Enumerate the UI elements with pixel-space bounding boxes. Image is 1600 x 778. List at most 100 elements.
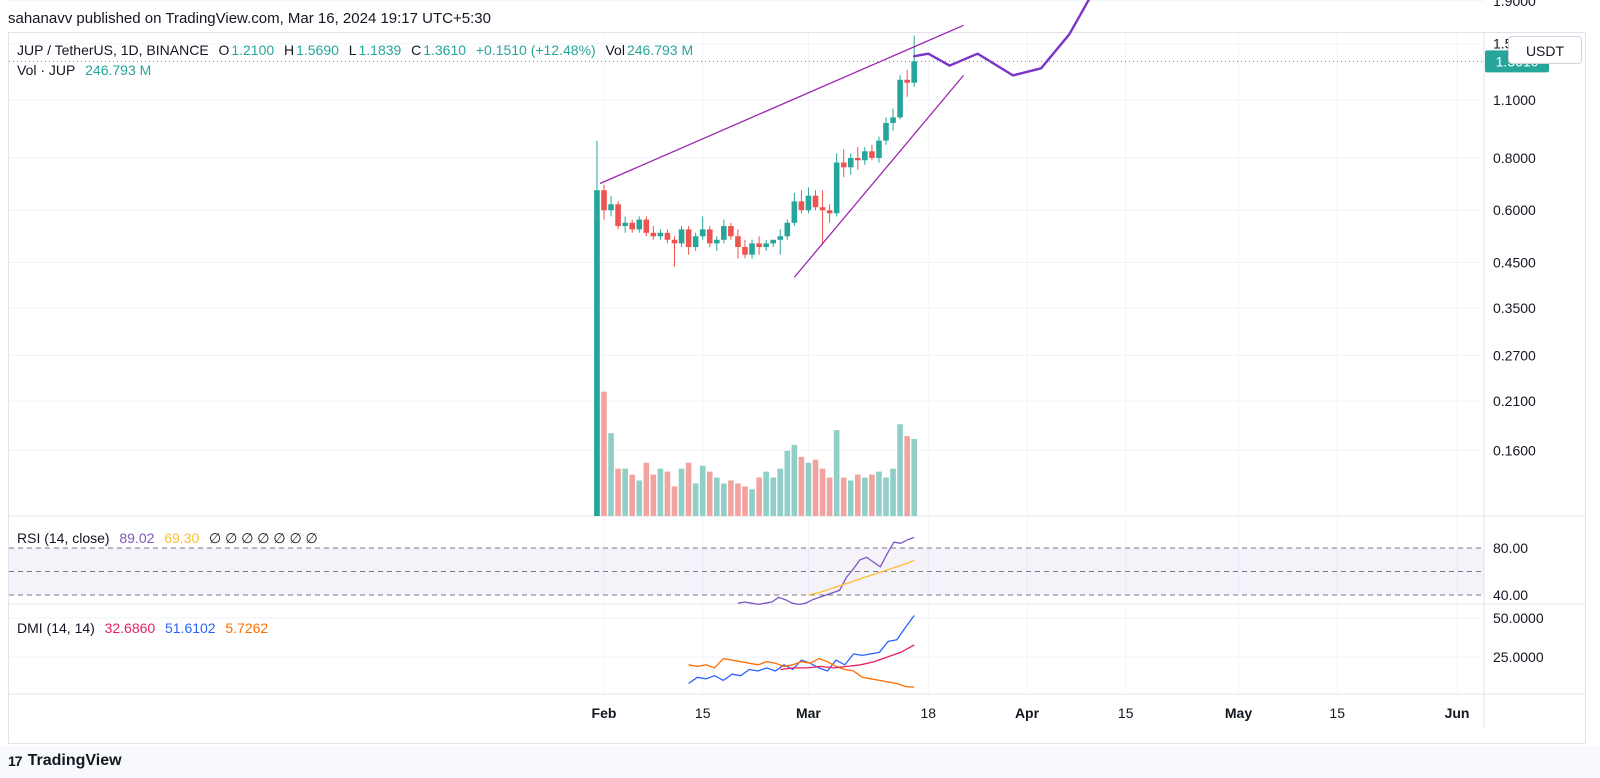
rsi-pane	[9, 536, 1484, 606]
candle-body	[904, 79, 910, 83]
minus-di-value: 5.7262	[225, 620, 269, 636]
volume-bar	[791, 444, 798, 516]
candle-body	[721, 226, 727, 240]
rsi-ma-line	[808, 559, 915, 596]
rsi-extras: ∅ ∅ ∅ ∅ ∅ ∅ ∅	[209, 530, 318, 546]
volume-bar	[911, 439, 917, 516]
rsi-ma-value: 69.30	[164, 530, 200, 546]
lower-trendline	[793, 74, 965, 278]
volume-bar	[721, 483, 727, 516]
grid-lines	[9, 0, 1586, 727]
volume-bar	[608, 433, 614, 516]
candle-body	[699, 229, 706, 237]
open-label: O	[218, 42, 230, 58]
volume-bar	[615, 468, 621, 516]
candle-body	[812, 195, 819, 208]
volume-bar	[763, 471, 769, 516]
dmi-legend: DMI (14, 14) 32.6860 51.6102 5.7262	[17, 620, 270, 636]
footer-bar: 17 TradingView	[0, 746, 1600, 778]
volume-bar	[756, 477, 762, 516]
volume-bar	[840, 477, 847, 516]
price-tick-label: 0.1600	[1493, 442, 1536, 458]
candle-body	[622, 222, 628, 227]
time-tick-label: Jun	[1445, 705, 1470, 721]
candle-body	[819, 207, 826, 211]
candle-body	[911, 61, 917, 83]
time-tick-label: Feb	[592, 705, 617, 721]
candle-body	[777, 236, 784, 240]
candle-body	[833, 162, 840, 214]
candle-body	[742, 247, 748, 255]
high-value: 1.5690	[296, 42, 339, 58]
publisher-line: sahanavv published on TradingView.com, M…	[8, 10, 491, 27]
candle-body	[678, 229, 685, 244]
low-value: 1.1839	[358, 42, 402, 58]
volume-bar	[643, 462, 650, 516]
volume-bar	[770, 477, 776, 516]
high-label: H	[283, 42, 295, 58]
candle-body	[608, 204, 614, 211]
rsi-legend-label[interactable]: RSI (14, close)	[17, 530, 110, 546]
candle-body	[756, 243, 762, 248]
volume-bar	[699, 465, 706, 516]
candle-body	[594, 190, 600, 517]
volume-bar	[735, 483, 741, 516]
volume-bar	[650, 474, 657, 516]
volume-bar	[728, 480, 734, 516]
projected-path	[913, 0, 1091, 77]
tradingview-logo-icon: 17	[8, 753, 23, 769]
time-tick-label: 15	[695, 705, 711, 721]
candle-body	[798, 201, 805, 211]
tradingview-logo[interactable]: 17 TradingView	[8, 752, 122, 770]
volume-bar	[692, 483, 699, 516]
currency-button[interactable]: USDT	[1508, 36, 1582, 64]
minus-di-line	[688, 657, 915, 688]
candle-body	[735, 236, 741, 248]
time-tick-label: 18	[921, 705, 937, 721]
candle-body	[805, 195, 812, 211]
price-tick-label: 0.8000	[1493, 150, 1536, 166]
price-tick-label: 0.4500	[1493, 255, 1536, 271]
vol-legend-label[interactable]: Vol · JUP	[17, 62, 76, 78]
volume-bar	[812, 459, 819, 516]
candle-body	[664, 232, 671, 240]
low-label: L	[348, 42, 357, 58]
candle-body	[685, 229, 692, 248]
candle-body	[770, 239, 776, 244]
open-value: 1.2100	[231, 42, 275, 58]
candle-body	[671, 239, 678, 244]
candle-body	[657, 232, 664, 237]
volume-bar	[826, 477, 833, 516]
time-tick-label: Apr	[1015, 705, 1040, 721]
candle-body	[855, 157, 861, 161]
volume-bar	[784, 450, 791, 516]
price-tick-label: 0.6000	[1493, 202, 1536, 218]
volume-bar	[749, 489, 755, 516]
candle-body	[784, 222, 791, 237]
dmi-legend-label[interactable]: DMI (14, 14)	[17, 620, 95, 636]
close-label: C	[411, 42, 422, 58]
volume-bar	[685, 462, 692, 516]
candle-body	[749, 243, 755, 255]
price-tick-label: 0.3500	[1493, 300, 1536, 316]
rsi-legend: RSI (14, close) 89.02 69.30 ∅ ∅ ∅ ∅ ∅ ∅ …	[17, 530, 320, 547]
symbol-label[interactable]: JUP / TetherUS, 1D, BINANCE	[17, 42, 209, 58]
volume-bar	[671, 486, 678, 516]
candle-body	[890, 117, 896, 123]
volume-bar	[798, 456, 805, 516]
close-value: 1.3610	[423, 42, 467, 58]
price-tick-label: 0.2700	[1493, 347, 1536, 363]
volume-bar	[601, 391, 607, 516]
axes: 1.90001.50001.10000.80000.60000.45000.35…	[9, 0, 1549, 721]
volume-bars	[594, 220, 917, 516]
candle-body	[692, 236, 699, 248]
change-value: +0.1510 (+12.48%)	[475, 42, 596, 58]
candle-body	[714, 239, 720, 244]
rsi-value: 89.02	[119, 530, 155, 546]
price-tick-label: 1.1000	[1493, 92, 1536, 108]
candle-body	[791, 201, 798, 223]
volume-bar	[890, 468, 896, 516]
candle-body	[862, 151, 868, 161]
time-tick-label: 15	[1118, 705, 1134, 721]
